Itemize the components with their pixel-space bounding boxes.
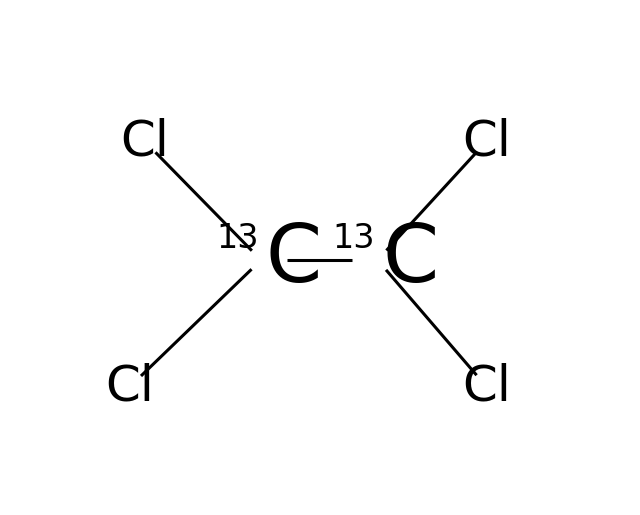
Text: C: C <box>266 221 322 299</box>
Text: 13: 13 <box>216 222 259 255</box>
Text: Cl: Cl <box>462 117 511 165</box>
Text: C: C <box>383 221 438 299</box>
Text: Cl: Cl <box>105 363 154 411</box>
Text: Cl: Cl <box>120 117 169 165</box>
Text: 13: 13 <box>333 222 375 255</box>
Text: Cl: Cl <box>462 363 511 411</box>
